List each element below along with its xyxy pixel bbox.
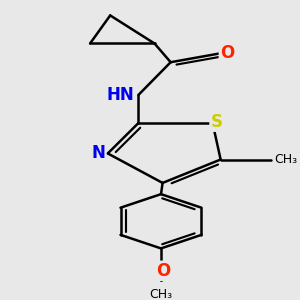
Text: HN: HN: [107, 86, 135, 104]
Text: S: S: [211, 112, 223, 130]
Text: O: O: [220, 44, 234, 62]
Text: N: N: [91, 144, 105, 162]
Text: O: O: [156, 262, 170, 280]
Text: CH₃: CH₃: [149, 288, 172, 300]
Text: CH₃: CH₃: [274, 153, 298, 166]
